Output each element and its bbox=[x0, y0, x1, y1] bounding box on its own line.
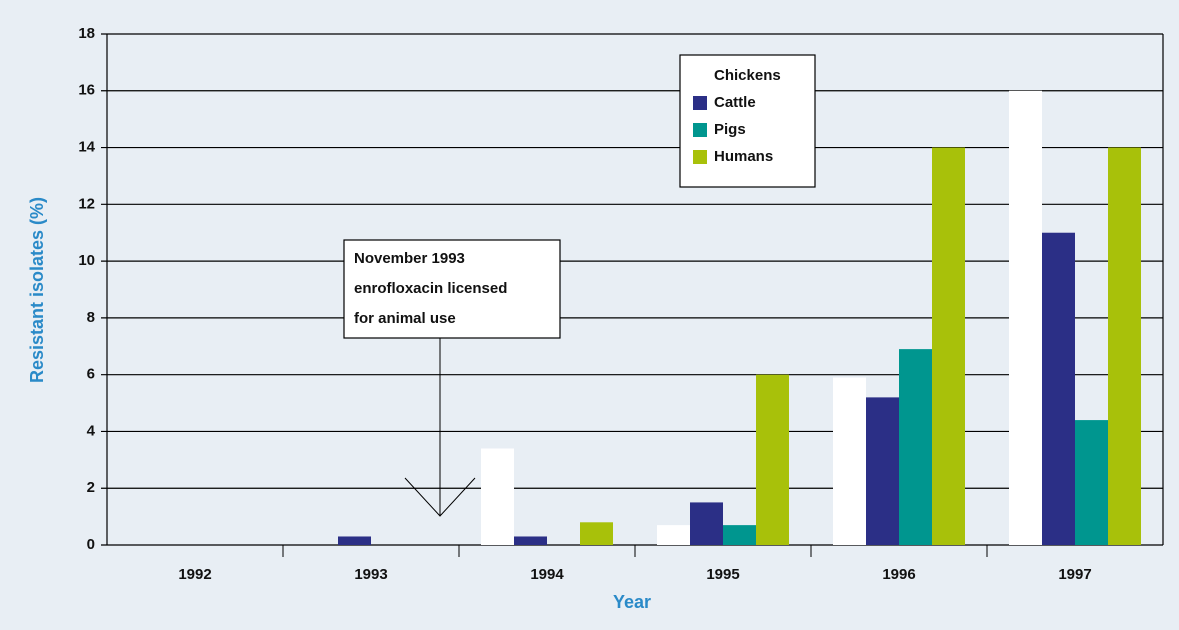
bar bbox=[1075, 420, 1108, 545]
bar bbox=[514, 536, 547, 545]
y-tick-label: 6 bbox=[87, 366, 95, 383]
y-tick-label: 18 bbox=[78, 25, 95, 42]
y-tick-label: 8 bbox=[87, 309, 95, 326]
legend-swatch bbox=[693, 96, 707, 110]
bar bbox=[866, 397, 899, 545]
y-tick-label: 16 bbox=[78, 82, 95, 99]
bar bbox=[338, 536, 371, 545]
annotation-box bbox=[343, 239, 561, 339]
y-tick-label: 2 bbox=[87, 479, 95, 496]
legend-label: Pigs bbox=[714, 121, 746, 138]
legend-label: Humans bbox=[714, 148, 773, 165]
legend-swatch bbox=[693, 69, 707, 83]
annotation-text: for animal use bbox=[354, 310, 456, 327]
bar bbox=[1009, 90, 1042, 546]
annotation-text: November 1993 bbox=[354, 250, 465, 267]
bar bbox=[756, 374, 789, 545]
y-tick-label: 0 bbox=[87, 536, 95, 553]
legend-swatch bbox=[693, 150, 707, 164]
x-tick-label: 1995 bbox=[706, 566, 739, 583]
x-tick-label: 1994 bbox=[530, 566, 564, 583]
annotation-text: enrofloxacin licensed bbox=[354, 280, 507, 297]
x-tick-label: 1996 bbox=[882, 566, 915, 583]
bar bbox=[899, 349, 932, 545]
bar bbox=[481, 448, 514, 545]
arrow-head bbox=[404, 477, 476, 517]
x-tick-label: 1993 bbox=[354, 566, 387, 583]
bar bbox=[657, 525, 690, 545]
y-tick-label: 12 bbox=[78, 195, 95, 212]
bar bbox=[932, 147, 965, 546]
legend-label: Chickens bbox=[714, 67, 781, 84]
x-tick-label: 1992 bbox=[178, 566, 211, 583]
legend-swatch bbox=[693, 123, 707, 137]
bar bbox=[580, 522, 613, 545]
bar bbox=[723, 525, 756, 545]
y-tick-label: 4 bbox=[87, 422, 96, 439]
bar bbox=[1108, 147, 1141, 546]
y-tick-label: 10 bbox=[78, 252, 95, 269]
bar bbox=[833, 377, 866, 545]
legend-label: Cattle bbox=[714, 94, 756, 111]
x-axis-label: Year bbox=[613, 592, 651, 612]
bar bbox=[690, 502, 723, 545]
y-axis-label: Resistant isolates (%) bbox=[27, 197, 47, 383]
y-tick-label: 14 bbox=[78, 139, 95, 156]
bar bbox=[1042, 232, 1075, 545]
x-tick-label: 1997 bbox=[1058, 566, 1091, 583]
